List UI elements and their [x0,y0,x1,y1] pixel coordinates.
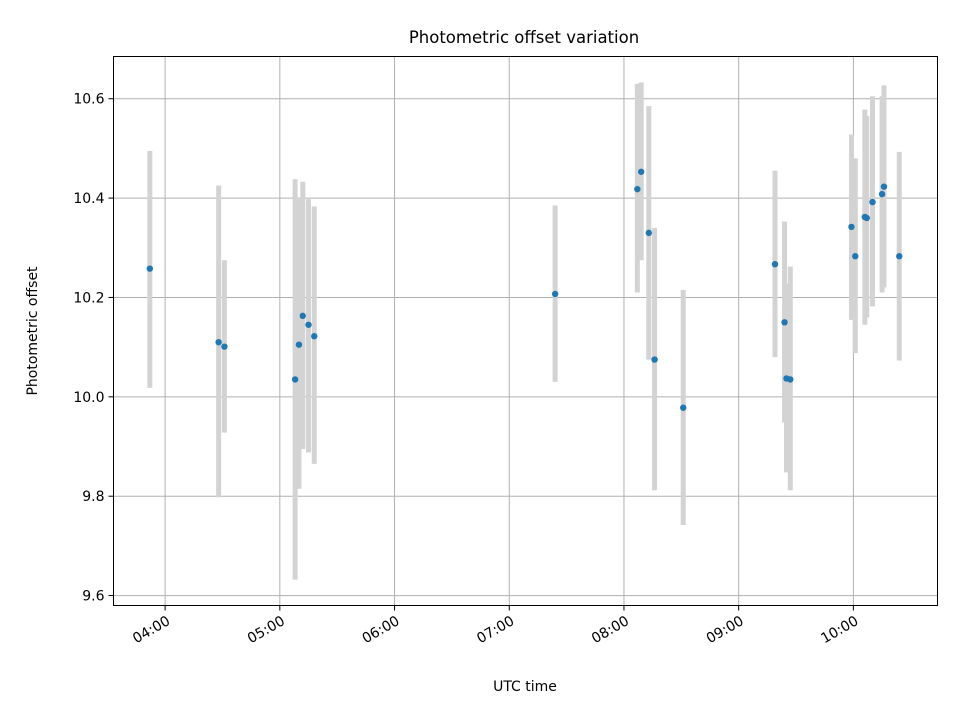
y-tick-label: 9.6 [82,589,104,605]
point-layer [146,168,903,411]
data-point [869,198,876,206]
data-point [305,321,312,328]
data-point [771,260,779,268]
data-point [634,185,641,193]
data-point [221,343,228,350]
data-point [781,319,788,326]
data-point [878,190,886,198]
data-point [551,290,559,298]
data-point [863,214,870,222]
y-tick-label: 10.6 [73,92,104,108]
data-point [852,253,859,260]
grid-layer [113,56,938,606]
data-point [295,341,303,348]
data-point [146,265,154,272]
data-point [637,168,645,175]
chart-title: Photometric offset variation [409,28,639,47]
x-axis-label: UTC time [493,679,557,695]
data-point [645,229,653,237]
data-point [848,223,855,231]
data-point [215,338,222,346]
data-point [311,333,318,340]
y-tick-label: 10.4 [73,191,104,207]
data-point [787,376,794,383]
y-tick-label: 10.0 [73,390,104,406]
data-point [291,376,299,383]
data-point [299,312,306,320]
data-point [880,183,888,190]
data-point [896,253,903,260]
y-tick-label: 9.8 [82,489,104,505]
y-tick-label: 10.2 [73,290,104,306]
data-point [680,404,687,411]
data-point [651,356,658,363]
plot-frame [113,56,938,606]
y-axis-label: Photometric offset [25,266,41,396]
